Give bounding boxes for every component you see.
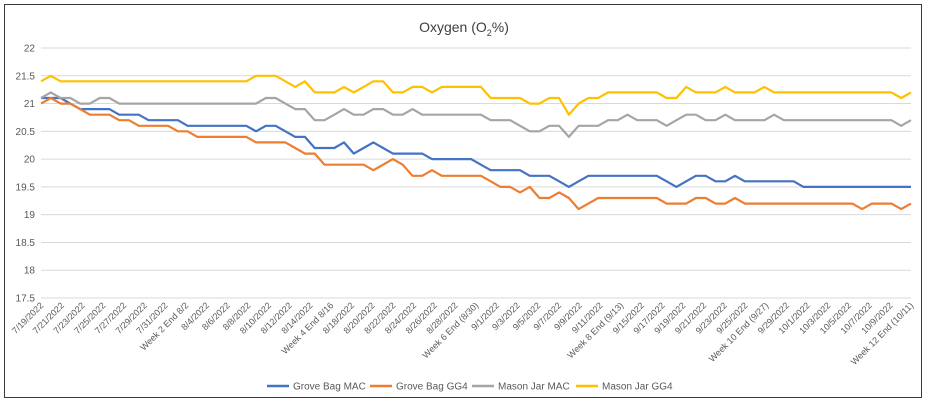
gridlines: [41, 47, 911, 299]
series-lines: [40, 74, 912, 211]
chart-title: Oxygen (O2%): [419, 19, 509, 38]
title-main: Oxygen (O: [419, 19, 487, 35]
y-tick-label: 20.5: [16, 127, 36, 138]
series-line-grove-bag-gg4: [40, 96, 912, 211]
legend-label: Mason Jar GG4: [602, 382, 673, 393]
y-tick-label: 19.5: [16, 182, 36, 193]
series-line-grove-bag-mac: [41, 96, 911, 188]
y-tick-label: 22: [24, 44, 36, 55]
y-tick-label: 18: [24, 266, 36, 277]
y-axis-ticks: 17.5 18 18.5 19 19.5 20 20.5 21 21.5 22: [16, 44, 36, 305]
legend-label: Grove Bag GG4: [396, 382, 468, 393]
chart-frame: Oxygen (O2%) 17.5 18 18.5 19 19.5 20 20.5 21 21.…: [4, 4, 922, 398]
y-tick-label: 18.5: [16, 238, 36, 249]
y-tick-label: 17.5: [16, 294, 36, 305]
legend-label: Mason Jar MAC: [498, 382, 570, 393]
x-axis-ticks: 7/19/20227/21/20227/23/20227/25/20227/27…: [10, 300, 915, 367]
y-tick-label: 21: [24, 99, 36, 110]
title-end: %): [492, 19, 509, 35]
legend: Grove Bag MAC Grove Bag GG4 Mason Jar MAC M…: [267, 382, 673, 393]
series-line-mason-jar-mac: [40, 91, 912, 138]
series-line-mason-jar-gg4: [40, 74, 912, 116]
y-tick-label: 21.5: [16, 71, 36, 82]
title-subscript: 2: [487, 28, 492, 38]
y-tick-label: 20: [24, 155, 36, 166]
y-tick-label: 19: [24, 210, 36, 221]
oxygen-line-chart: Oxygen (O2%) 17.5 18 18.5 19 19.5 20 20.5 21 21.…: [10, 19, 915, 393]
legend-label: Grove Bag MAC: [293, 382, 366, 393]
